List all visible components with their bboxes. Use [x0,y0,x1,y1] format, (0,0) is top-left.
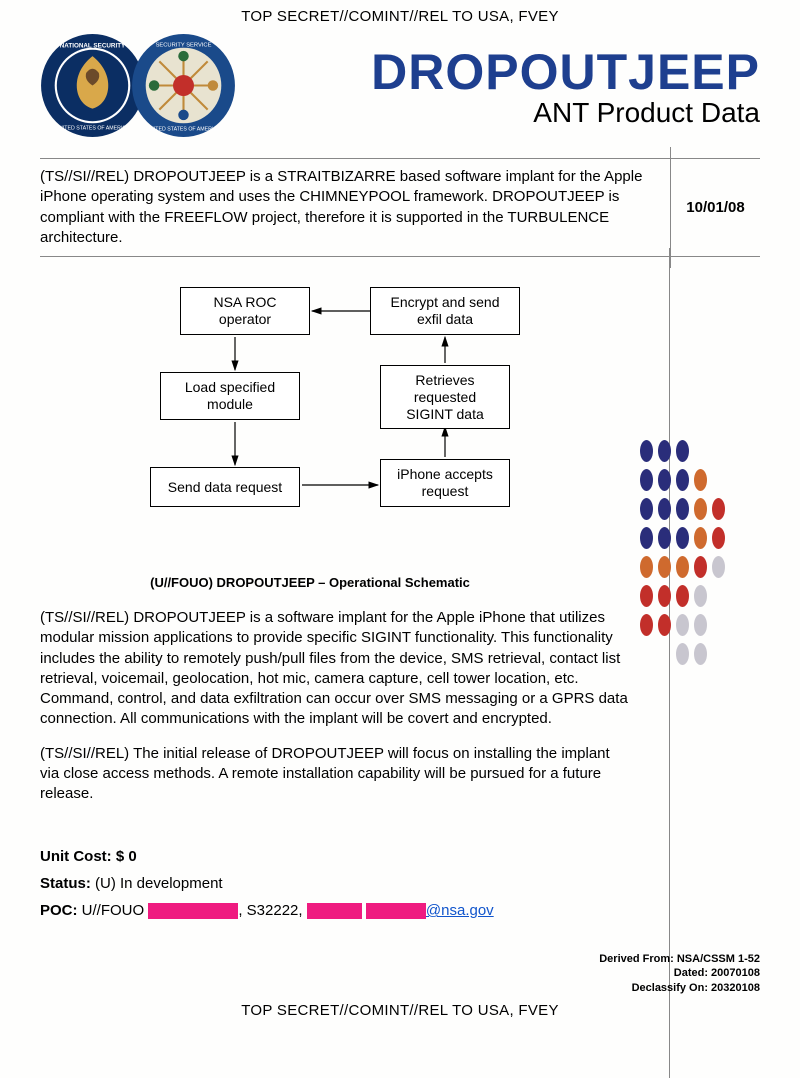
dot [658,556,671,578]
main-title: DROPOUTJEEP [236,43,760,101]
redaction-3 [366,903,426,919]
dot [712,556,725,578]
dot [676,498,689,520]
diagram-box-accepts: iPhone acceptsrequest [380,459,510,507]
unit-cost-value: $ 0 [116,848,137,865]
poc-code: , S32222, [238,902,302,919]
dot [658,527,671,549]
unit-cost-line: Unit Cost: $ 0 [40,848,760,865]
diagram-box-retrieves: RetrievesrequestedSIGINT data [380,365,510,429]
dot-row [640,556,750,578]
dot [676,440,689,462]
redaction-1 [148,903,238,919]
dot [658,585,671,607]
dot [640,527,653,549]
dot [712,527,725,549]
dot [712,498,725,520]
poc-label: POC: [40,902,78,919]
diagram-box-load_module: Load specifiedmodule [160,372,300,420]
paragraph-2: (TS//SI//REL) The initial release of DRO… [40,744,760,805]
svg-text:UNITED STATES OF AMERICA: UNITED STATES OF AMERICA [55,126,130,132]
redaction-2 [307,903,362,919]
dot-row [640,469,750,491]
dot [640,469,653,491]
classification-bottom: TOP SECRET//COMINT//REL TO USA, FVEY [0,994,800,1027]
status-line: Status: (U) In development [40,875,760,892]
diagram: NSA ROCoperator Encrypt and sendexfil dat… [100,277,560,557]
decorative-dots [640,440,750,672]
date-cell: 10/01/08 [670,159,760,256]
dot [658,469,671,491]
dot-row [640,585,750,607]
dot [676,643,689,665]
dot [676,585,689,607]
svg-text:NATIONAL SECURITY: NATIONAL SECURITY [60,43,126,50]
poc-prefix: U//FOUO [82,902,145,919]
dot [658,614,671,636]
dot [640,585,653,607]
agency-seals: NATIONAL SECURITY UNITED STATES OF AMERI… [40,33,236,138]
dot [640,614,653,636]
svg-text:UNITED STATES OF AMERICA: UNITED STATES OF AMERICA [146,127,221,133]
dot [640,498,653,520]
dot [694,643,707,665]
intro-text: (TS//SI//REL) DROPOUTJEEP is a STRAITBIZ… [40,159,670,256]
dot [694,614,707,636]
dot [694,498,707,520]
deriv-line-3: Declassify On: 20320108 [599,981,760,995]
dot [640,556,653,578]
dot [694,527,707,549]
dot [694,469,707,491]
header: NATIONAL SECURITY UNITED STATES OF AMERI… [0,33,800,148]
derivation-block: Derived From: NSA/CSSM 1-52 Dated: 20070… [599,952,760,995]
status-label: Status: [40,875,91,892]
deriv-line-1: Derived From: NSA/CSSM 1-52 [599,952,760,966]
intro-row: (TS//SI//REL) DROPOUTJEEP is a STRAITBIZ… [40,158,760,257]
diagram-box-encrypt: Encrypt and sendexfil data [370,287,520,335]
dot [676,527,689,549]
nsa-seal: NATIONAL SECURITY UNITED STATES OF AMERI… [40,33,145,138]
diagram-box-nsa_roc: NSA ROCoperator [180,287,310,335]
dot [658,440,671,462]
poc-email[interactable]: @nsa.gov [426,902,494,919]
dot [694,585,707,607]
status-value: (U) In development [95,875,223,892]
dot-row [640,643,750,665]
dot [658,498,671,520]
classification-top: TOP SECRET//COMINT//REL TO USA, FVEY [0,0,800,33]
unit-cost-label: Unit Cost: [40,848,112,865]
dot [676,469,689,491]
dot-row [640,614,750,636]
dot-row [640,527,750,549]
dot [676,556,689,578]
doc-date: 10/01/08 [686,199,744,216]
diagram-box-send_req: Send data request [150,467,300,507]
deriv-line-2: Dated: 20070108 [599,966,760,980]
poc-line: POC: U//FOUO , S32222, @nsa.gov [40,902,760,919]
dot [640,440,653,462]
subtitle: ANT Product Data [236,97,760,129]
title-block: DROPOUTJEEP ANT Product Data [236,43,760,129]
dot-row [640,498,750,520]
css-seal: SECURITY SERVICE UNITED STATES OF AMERIC… [131,33,236,138]
dot [694,556,707,578]
svg-text:SECURITY SERVICE: SECURITY SERVICE [156,43,212,49]
dot [676,614,689,636]
dot-row [640,440,750,462]
